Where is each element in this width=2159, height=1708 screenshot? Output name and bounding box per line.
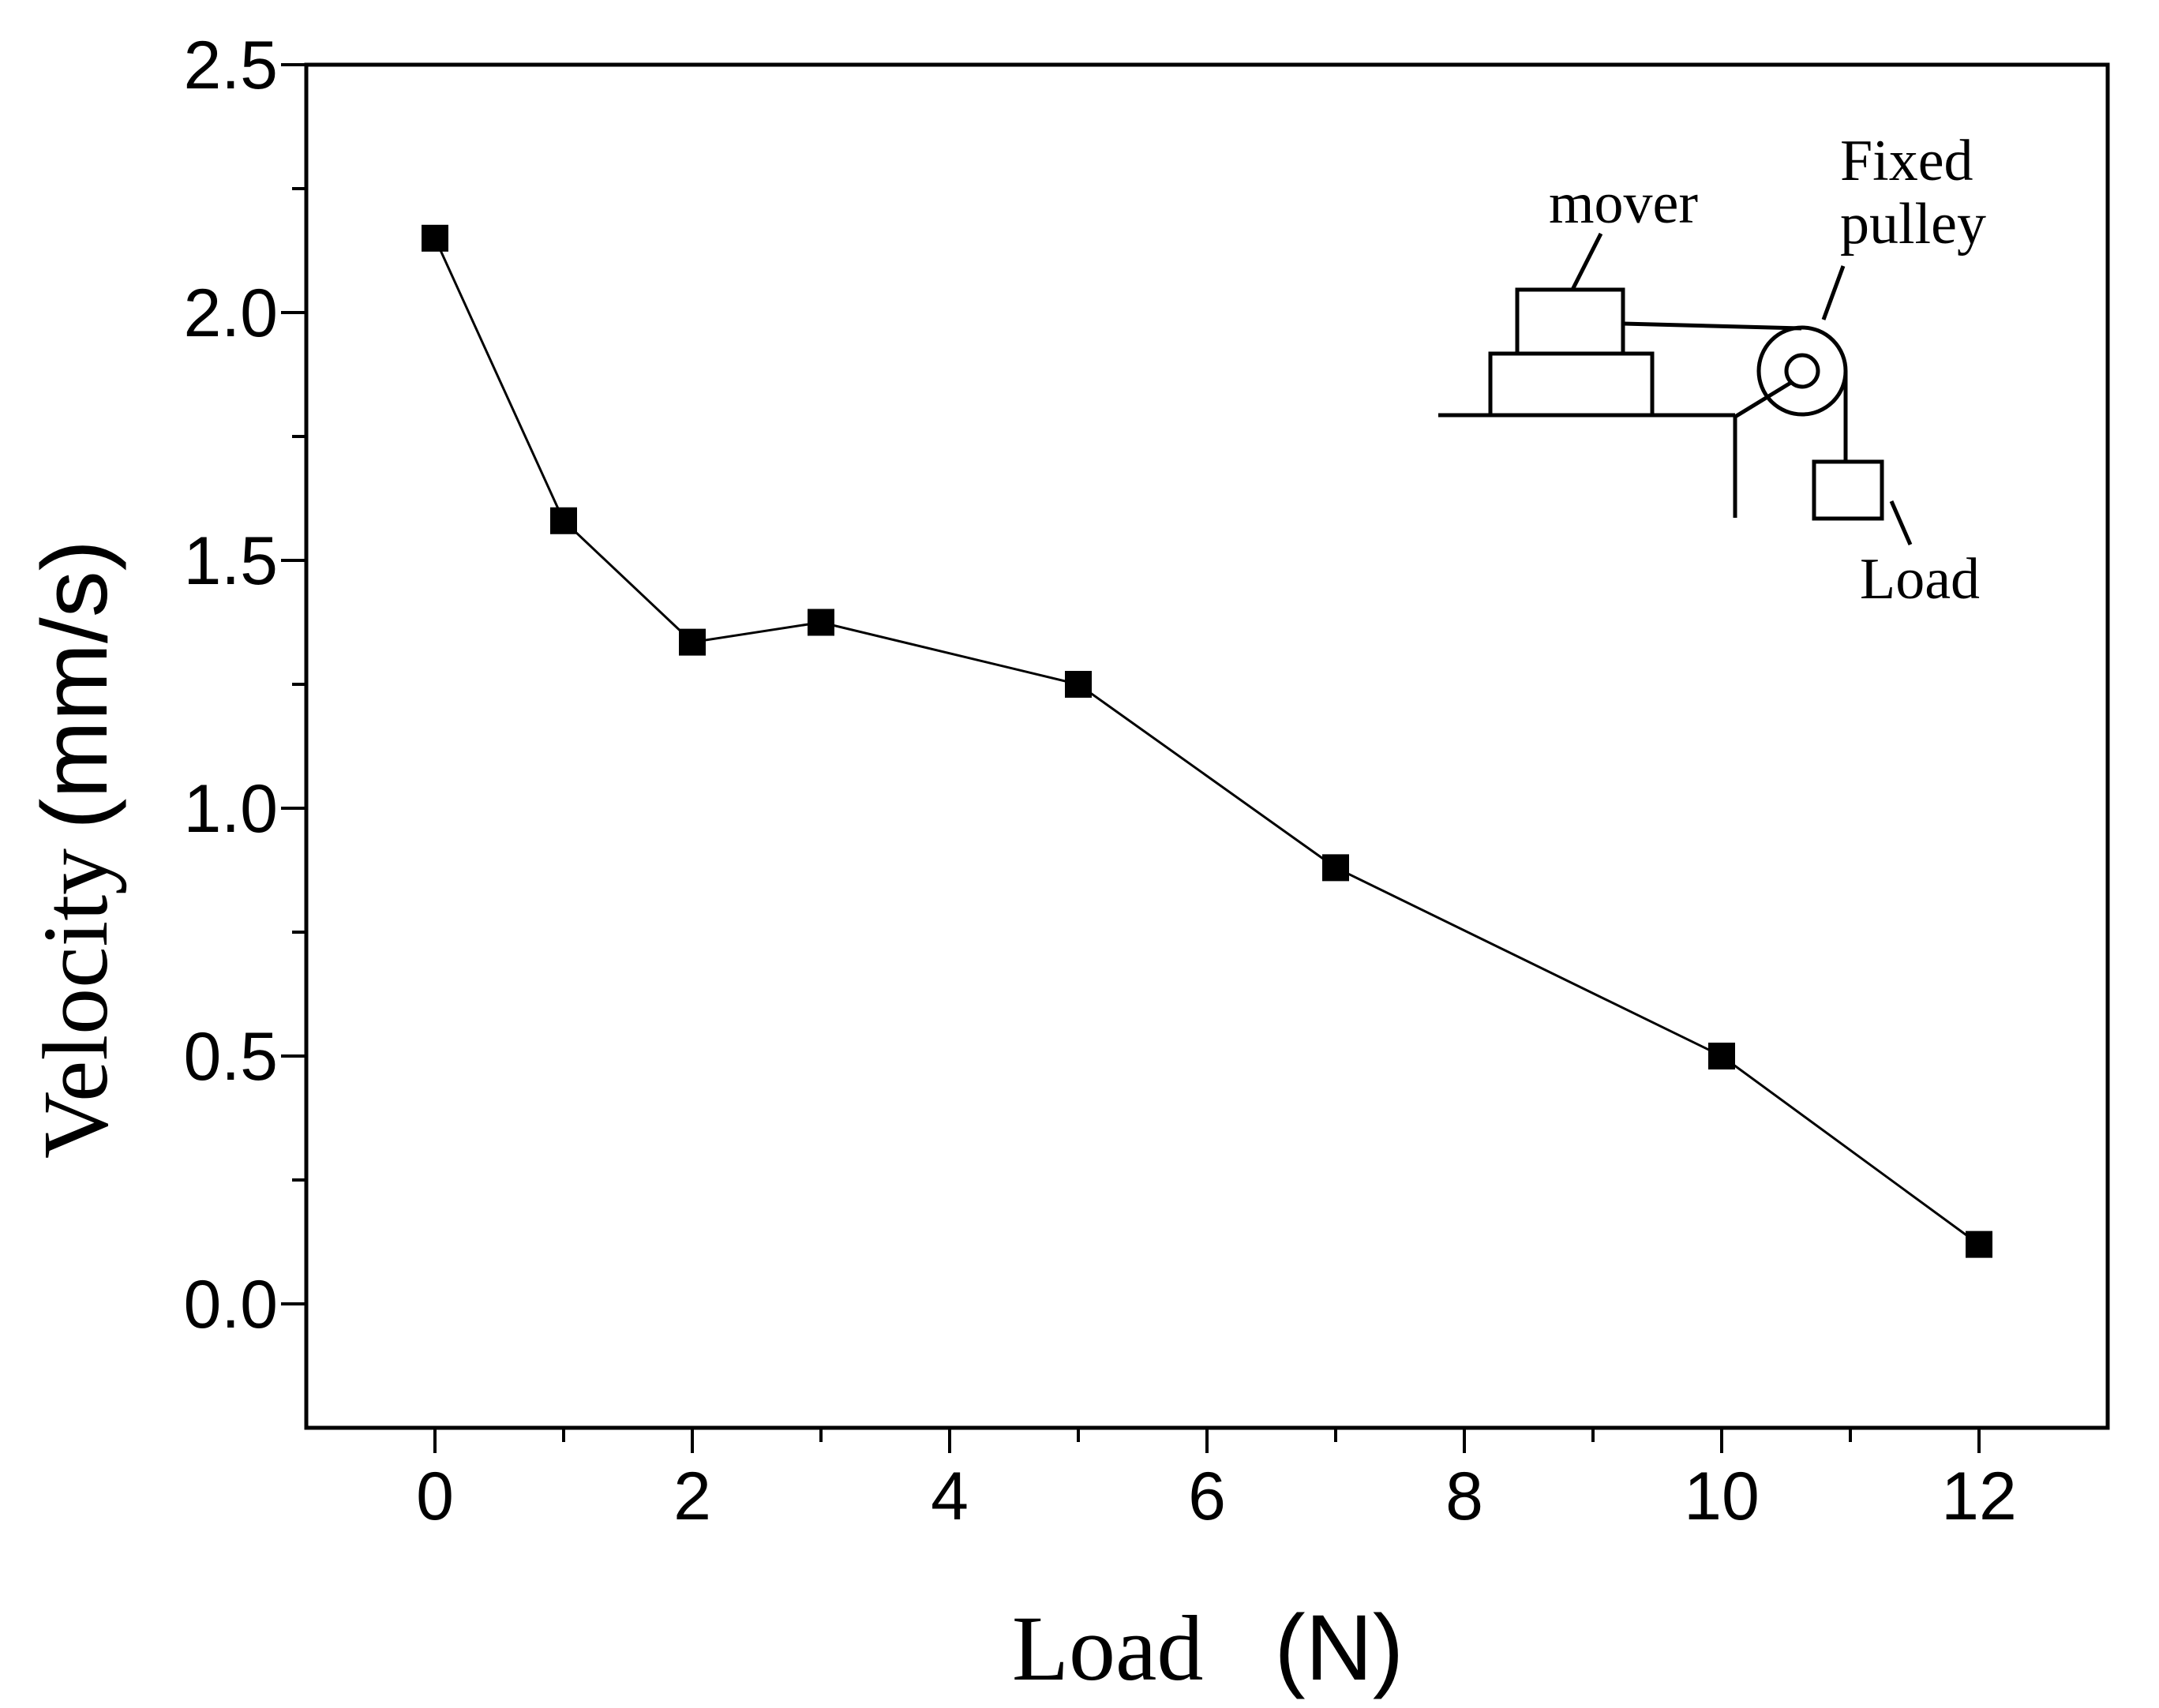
x-axis-title: Load (N) [1012, 1596, 1404, 1700]
x-tick-label-4: 4 [931, 1459, 969, 1534]
x-axis-title-unit: (N) [1274, 1596, 1404, 1700]
y-axis-ticks [281, 63, 306, 1305]
data-point-0-2 [679, 628, 706, 656]
x-tick-label-8: 8 [1445, 1459, 1483, 1534]
y-tick-label-0.0: 0.0 [183, 1267, 278, 1343]
inset-mover-label: mover [1549, 171, 1698, 236]
y-tick-label-1.5: 1.5 [183, 523, 278, 599]
inset-pulley-outer [1756, 325, 1848, 417]
y-tick-label-0.5: 0.5 [183, 1019, 278, 1095]
y-tick-label-2.0: 2.0 [183, 275, 278, 351]
y-axis-title: Velocity (mm/s) [23, 540, 127, 1159]
plot-frame [304, 62, 2110, 1430]
y-axis-title-unit: (mm/s) [23, 540, 127, 830]
inset-load-label: Load [1860, 547, 1980, 612]
inset-fixed-label: Fixed [1840, 129, 1973, 193]
data-point-0-0 [422, 224, 448, 252]
inset-pulley-label: pulley [1840, 192, 1986, 257]
inset-mover-block [1515, 287, 1625, 356]
x-axis-ticks [433, 1428, 1981, 1453]
inset-pulley-leader [1821, 265, 1846, 320]
y-tick-label-1.0: 1.0 [183, 771, 278, 847]
data-point-0-4 [1065, 671, 1092, 698]
x-tick-label-2: 2 [673, 1459, 711, 1534]
x-axis-tick-labels: 0 2 4 6 8 10 12 [416, 1459, 2017, 1534]
series-line-0 [433, 238, 1980, 1245]
y-tick-label-2.5: 2.5 [183, 28, 278, 103]
series-group [422, 224, 1992, 1258]
data-point-0-5 [1322, 854, 1349, 882]
inset-load-block [1812, 459, 1884, 521]
x-tick-label-0: 0 [416, 1459, 454, 1534]
x-tick-label-12: 12 [1941, 1459, 2017, 1534]
data-point-0-1 [550, 507, 577, 534]
data-point-0-7 [1966, 1230, 1992, 1258]
x-axis-title-main: Load [1012, 1597, 1203, 1700]
y-axis-tick-labels: 0.0 0.5 1.0 1.5 2.0 2.5 [183, 28, 278, 1343]
inset-load-leader [1889, 500, 1913, 545]
inset-pulley-inner [1784, 353, 1820, 389]
data-point-0-3 [808, 609, 834, 636]
x-tick-label-10: 10 [1684, 1459, 1760, 1534]
y-axis-title-main: Velocity [24, 848, 127, 1159]
data-point-0-6 [1708, 1043, 1735, 1069]
inset-pulley-arm [1734, 380, 1794, 419]
inset-mover-leader [1570, 232, 1603, 291]
inset-rope-horizontal [1622, 321, 1802, 331]
inset-diagram: mover Fixed pulley Load [1438, 129, 1986, 612]
x-tick-label-6: 6 [1188, 1459, 1226, 1534]
inset-stator-block [1488, 351, 1655, 418]
